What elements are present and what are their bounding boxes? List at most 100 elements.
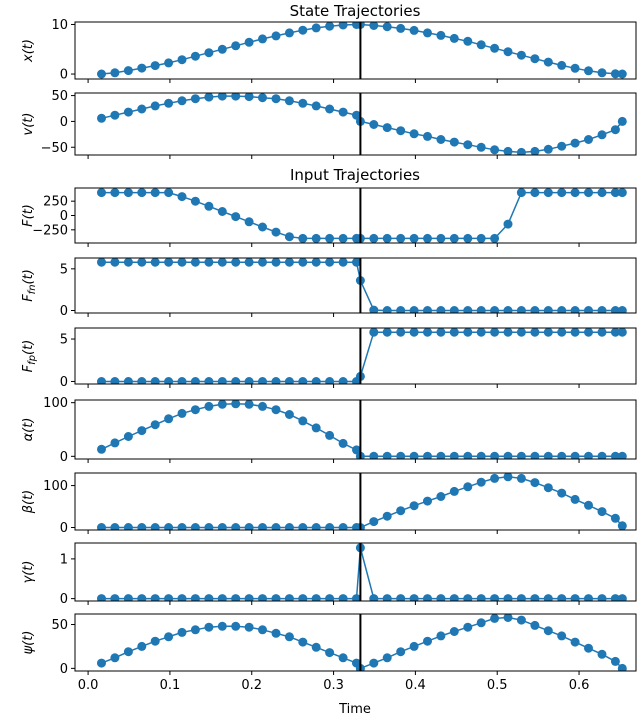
data-point	[150, 258, 160, 267]
data-point	[449, 451, 459, 459]
data-point	[463, 328, 473, 337]
data-point	[369, 22, 379, 30]
data-point	[610, 328, 620, 337]
data-point	[490, 594, 500, 601]
data-point	[503, 328, 513, 337]
data-point	[597, 594, 607, 601]
data-point	[97, 113, 106, 123]
data-point	[231, 41, 241, 51]
data-point	[436, 233, 446, 243]
data-point	[382, 328, 392, 337]
data-point	[409, 306, 419, 313]
data-point	[530, 54, 540, 64]
data-point	[463, 140, 473, 150]
data-point	[190, 625, 200, 635]
data-point	[271, 628, 281, 638]
state-title: State Trajectories	[290, 2, 421, 20]
data-point	[298, 98, 308, 108]
data-point	[325, 377, 335, 384]
data-point	[137, 594, 147, 601]
data-point	[570, 494, 580, 504]
data-point	[137, 523, 147, 530]
data-point	[298, 258, 308, 267]
data-point	[284, 258, 294, 267]
data-point	[244, 400, 254, 409]
data-point	[204, 377, 214, 384]
data-point	[570, 306, 580, 313]
data-point	[382, 451, 392, 459]
data-point	[164, 414, 174, 424]
data-point	[530, 620, 540, 630]
data-point	[258, 401, 267, 411]
data-point	[449, 594, 459, 601]
data-point	[369, 328, 379, 337]
data-point	[110, 653, 120, 663]
data-point	[610, 306, 620, 313]
data-point	[258, 93, 267, 103]
data-point	[570, 188, 580, 198]
y-tick-label: 0	[60, 375, 68, 390]
data-point	[110, 258, 120, 267]
data-point	[617, 306, 627, 313]
y-axis-label: Ffn(t)	[21, 269, 38, 302]
data-point	[231, 400, 241, 409]
data-point	[123, 432, 133, 441]
data-point	[190, 405, 200, 415]
series-line	[101, 547, 623, 600]
data-point	[325, 430, 335, 440]
data-point	[338, 523, 348, 530]
data-point	[137, 426, 147, 436]
data-point	[597, 130, 607, 140]
data-point	[423, 28, 432, 38]
y-tick-label: 0	[60, 450, 68, 465]
y-tick-label: 0	[60, 209, 68, 224]
data-point	[476, 142, 486, 152]
data-point	[436, 306, 446, 313]
data-point	[490, 233, 500, 243]
data-point	[396, 23, 406, 33]
data-point	[271, 523, 281, 530]
data-point	[423, 594, 432, 601]
y-tick-label: 250	[43, 195, 68, 210]
data-point	[597, 507, 607, 517]
axes-frame	[74, 472, 637, 531]
data-point	[204, 201, 214, 211]
data-point	[325, 594, 335, 601]
data-point	[530, 188, 540, 198]
data-point	[338, 438, 348, 448]
data-point	[244, 258, 254, 267]
data-point	[463, 233, 473, 243]
data-point	[325, 233, 335, 243]
data-point	[164, 594, 174, 601]
data-point	[617, 521, 627, 530]
data-point	[150, 636, 160, 646]
series-line	[101, 616, 623, 670]
subplot-2: −50 0 50 v(t)	[21, 89, 637, 159]
y-axis-label: β(t)	[21, 490, 36, 515]
data-point	[217, 93, 227, 101]
data-point	[490, 614, 500, 623]
series	[97, 543, 627, 601]
data-point	[164, 523, 174, 530]
data-point	[325, 258, 335, 267]
y-tick-label: 5	[60, 262, 68, 277]
data-point	[557, 306, 567, 313]
data-point	[369, 517, 379, 527]
data-point	[610, 513, 620, 523]
data-point	[97, 594, 106, 601]
data-point	[190, 594, 200, 601]
data-point	[284, 410, 294, 419]
data-point	[231, 621, 241, 631]
data-point	[584, 66, 593, 76]
data-point	[217, 400, 227, 409]
data-point	[97, 523, 106, 530]
data-point	[543, 451, 553, 459]
data-point	[409, 594, 419, 601]
series	[97, 400, 627, 459]
data-point	[177, 377, 187, 384]
data-point	[617, 594, 627, 601]
data-point	[150, 377, 160, 384]
data-point	[97, 258, 106, 267]
data-point	[423, 306, 432, 313]
